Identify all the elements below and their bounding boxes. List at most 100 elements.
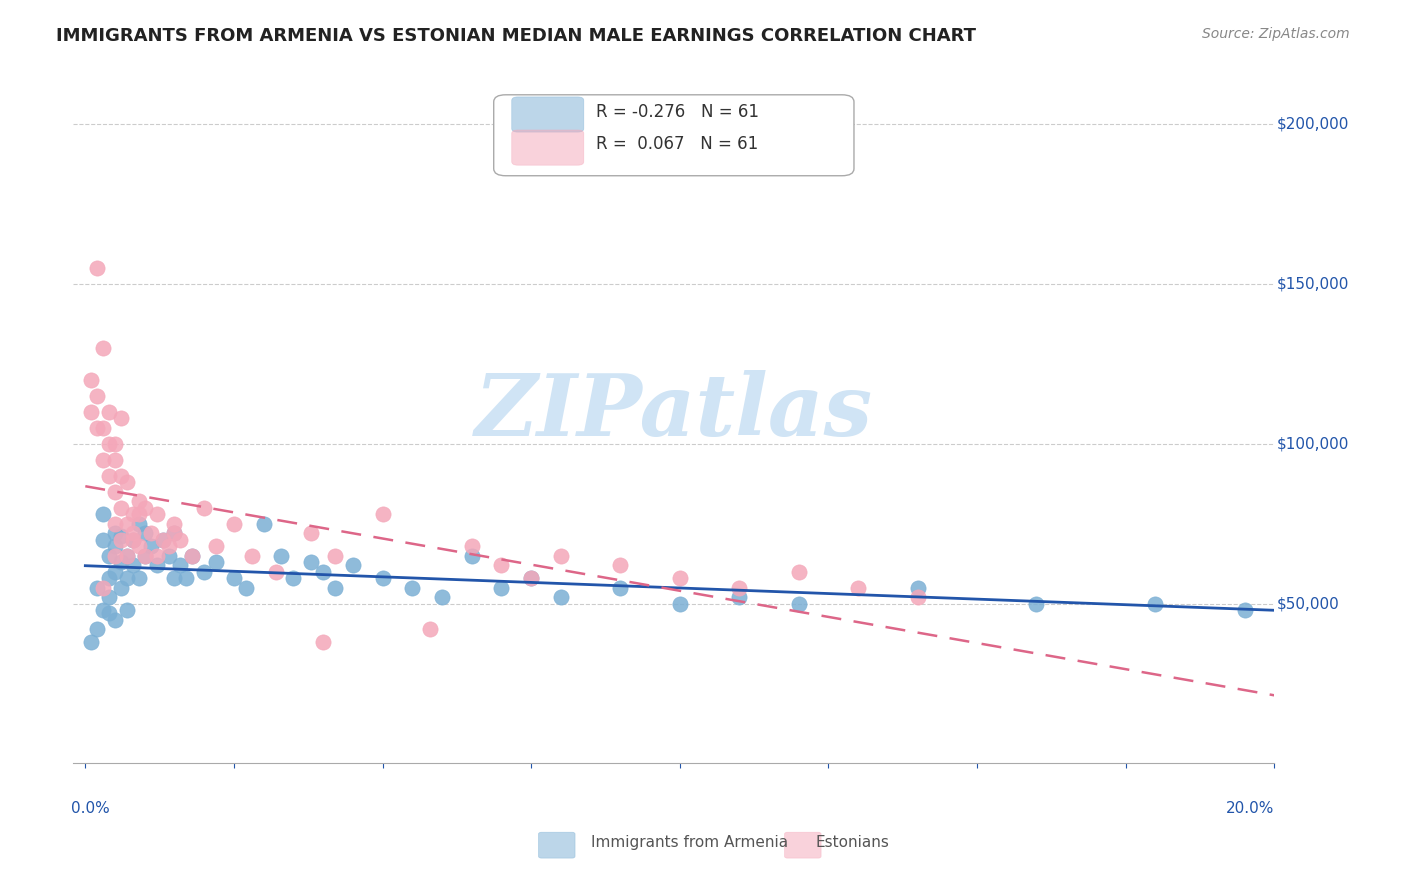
Point bbox=[371, 507, 394, 521]
Point bbox=[86, 622, 108, 636]
Point bbox=[134, 549, 156, 563]
Point bbox=[91, 603, 114, 617]
Point bbox=[104, 516, 127, 531]
Point bbox=[91, 420, 114, 434]
Point bbox=[115, 516, 138, 531]
Point bbox=[139, 526, 162, 541]
Point bbox=[98, 606, 121, 620]
Point bbox=[253, 516, 276, 531]
Point bbox=[846, 581, 869, 595]
Text: 0.0%: 0.0% bbox=[72, 801, 110, 816]
Point bbox=[176, 571, 198, 585]
Point bbox=[235, 581, 257, 595]
Point bbox=[115, 549, 138, 563]
Point bbox=[312, 565, 335, 579]
Point bbox=[461, 549, 484, 563]
Point bbox=[419, 622, 441, 636]
Point bbox=[193, 565, 215, 579]
Point bbox=[91, 533, 114, 547]
Point bbox=[104, 484, 127, 499]
Point bbox=[299, 555, 322, 569]
Point bbox=[91, 452, 114, 467]
Point bbox=[550, 590, 572, 604]
Point bbox=[163, 526, 186, 541]
Point bbox=[134, 549, 156, 563]
Point bbox=[222, 516, 245, 531]
Point bbox=[1233, 603, 1256, 617]
Point bbox=[110, 555, 132, 569]
Point bbox=[128, 507, 150, 521]
Text: $50,000: $50,000 bbox=[1277, 596, 1340, 611]
Point bbox=[110, 500, 132, 515]
Point bbox=[122, 558, 145, 573]
Point bbox=[169, 558, 191, 573]
Point bbox=[205, 539, 228, 553]
Point bbox=[668, 597, 690, 611]
Point bbox=[80, 635, 103, 649]
Point bbox=[270, 549, 292, 563]
Point bbox=[550, 549, 572, 563]
Point bbox=[157, 549, 180, 563]
Point bbox=[163, 526, 186, 541]
Point bbox=[430, 590, 453, 604]
Point bbox=[163, 516, 186, 531]
Point bbox=[787, 597, 810, 611]
FancyBboxPatch shape bbox=[512, 130, 583, 165]
Point bbox=[104, 613, 127, 627]
Point bbox=[86, 420, 108, 434]
FancyBboxPatch shape bbox=[494, 95, 853, 176]
Point bbox=[264, 565, 287, 579]
Point bbox=[115, 603, 138, 617]
Point bbox=[98, 468, 121, 483]
Point bbox=[110, 468, 132, 483]
Point bbox=[323, 581, 346, 595]
FancyBboxPatch shape bbox=[512, 97, 583, 132]
Point bbox=[299, 526, 322, 541]
Point bbox=[80, 404, 103, 418]
Point bbox=[371, 571, 394, 585]
Text: Immigrants from Armenia: Immigrants from Armenia bbox=[591, 836, 787, 850]
Point bbox=[461, 539, 484, 553]
Point bbox=[609, 558, 631, 573]
Text: ZIPatlas: ZIPatlas bbox=[475, 370, 873, 453]
Point bbox=[907, 590, 929, 604]
Point bbox=[145, 549, 167, 563]
Point bbox=[152, 533, 174, 547]
Point bbox=[122, 526, 145, 541]
Point bbox=[104, 539, 127, 553]
Point bbox=[91, 341, 114, 355]
Point bbox=[152, 533, 174, 547]
Point bbox=[122, 533, 145, 547]
Point bbox=[104, 452, 127, 467]
Point bbox=[181, 549, 204, 563]
Point bbox=[787, 565, 810, 579]
Point bbox=[115, 475, 138, 489]
Point bbox=[122, 533, 145, 547]
Text: IMMIGRANTS FROM ARMENIA VS ESTONIAN MEDIAN MALE EARNINGS CORRELATION CHART: IMMIGRANTS FROM ARMENIA VS ESTONIAN MEDI… bbox=[56, 27, 976, 45]
Text: Source: ZipAtlas.com: Source: ZipAtlas.com bbox=[1202, 27, 1350, 41]
Text: $200,000: $200,000 bbox=[1277, 116, 1348, 131]
Point bbox=[1144, 597, 1167, 611]
Text: $150,000: $150,000 bbox=[1277, 276, 1348, 291]
Point bbox=[128, 571, 150, 585]
Point bbox=[139, 539, 162, 553]
Point bbox=[181, 549, 204, 563]
Point bbox=[283, 571, 305, 585]
Point bbox=[134, 500, 156, 515]
Point bbox=[122, 507, 145, 521]
Point bbox=[110, 529, 132, 543]
Point bbox=[115, 571, 138, 585]
Point bbox=[163, 571, 186, 585]
Point bbox=[91, 507, 114, 521]
Point bbox=[98, 436, 121, 450]
Point bbox=[342, 558, 364, 573]
Point bbox=[98, 590, 121, 604]
Point bbox=[312, 635, 335, 649]
Point bbox=[222, 571, 245, 585]
Point bbox=[98, 404, 121, 418]
Point bbox=[323, 549, 346, 563]
Point bbox=[520, 571, 543, 585]
Point bbox=[98, 571, 121, 585]
Point bbox=[401, 581, 423, 595]
Point bbox=[157, 539, 180, 553]
